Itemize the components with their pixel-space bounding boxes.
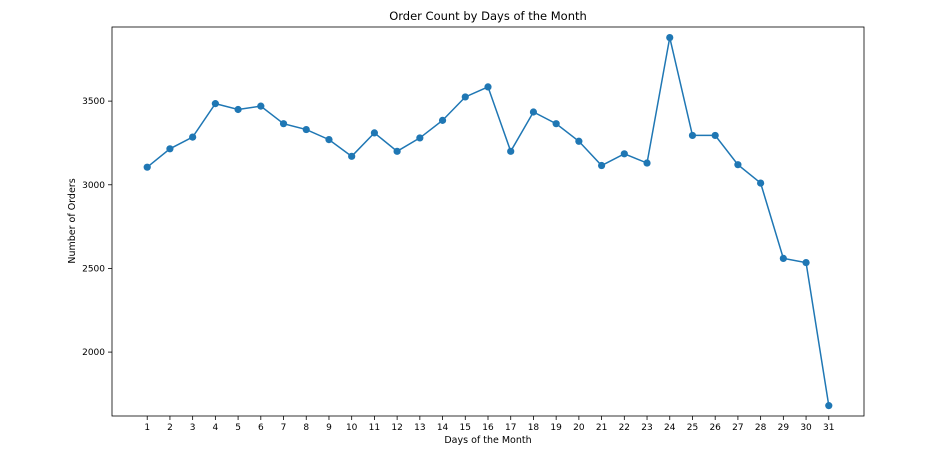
x-tick-label: 2 bbox=[167, 423, 173, 433]
x-tick-label: 4 bbox=[213, 423, 219, 433]
x-tick-label: 16 bbox=[482, 423, 494, 433]
data-point bbox=[416, 134, 424, 142]
x-tick-label: 5 bbox=[235, 423, 241, 433]
data-point bbox=[234, 105, 242, 114]
y-axis: 2000 2500 3000 3500 bbox=[82, 97, 112, 358]
data-point bbox=[257, 102, 265, 110]
data-point bbox=[302, 125, 310, 134]
data-point bbox=[143, 163, 151, 171]
data-point bbox=[802, 258, 810, 267]
x-tick-label: 26 bbox=[709, 423, 721, 433]
series-line bbox=[146, 37, 830, 406]
data-point bbox=[734, 161, 742, 169]
x-tick-label: 20 bbox=[573, 423, 585, 433]
x-tick-label: 10 bbox=[346, 423, 358, 433]
x-axis-label: Days of the Month bbox=[444, 435, 531, 446]
data-point bbox=[779, 254, 787, 262]
x-tick-label: 31 bbox=[823, 423, 834, 433]
data-point bbox=[507, 147, 515, 155]
data-point bbox=[597, 161, 606, 170]
y-tick-label: 3000 bbox=[82, 181, 105, 191]
x-tick-label: 6 bbox=[258, 423, 264, 433]
x-tick-label: 17 bbox=[505, 423, 516, 433]
data-point bbox=[438, 116, 447, 124]
data-point bbox=[279, 120, 288, 128]
data-point bbox=[461, 93, 469, 101]
x-tick-label: 13 bbox=[414, 423, 425, 433]
data-point bbox=[666, 33, 674, 42]
x-tick-label: 24 bbox=[664, 423, 676, 433]
data-point bbox=[166, 145, 174, 153]
data-point bbox=[825, 402, 833, 410]
data-point bbox=[325, 136, 333, 144]
x-tick-label: 11 bbox=[369, 423, 380, 433]
x-tick-label: 25 bbox=[687, 423, 698, 433]
x-tick-label: 9 bbox=[326, 423, 332, 433]
x-tick-label: 22 bbox=[619, 423, 630, 433]
x-tick-label: 7 bbox=[281, 423, 287, 433]
x-tick-label: 15 bbox=[460, 423, 471, 433]
x-tick-label: 14 bbox=[437, 423, 449, 433]
x-tick-label: 19 bbox=[550, 423, 562, 433]
data-point bbox=[348, 152, 356, 160]
y-tick-label: 2000 bbox=[82, 348, 105, 358]
data-point bbox=[529, 108, 538, 116]
x-tick-label: 18 bbox=[528, 423, 540, 433]
data-point bbox=[370, 129, 379, 137]
x-tick-label: 1 bbox=[144, 423, 150, 433]
y-tick-label: 2500 bbox=[82, 264, 105, 274]
data-point bbox=[552, 120, 560, 128]
x-tick-label: 28 bbox=[755, 423, 767, 433]
x-tick-label: 8 bbox=[303, 423, 309, 433]
x-tick-label: 30 bbox=[800, 423, 812, 433]
data-point bbox=[189, 133, 197, 141]
data-point bbox=[711, 131, 719, 140]
x-tick-label: 3 bbox=[190, 423, 196, 433]
data-point bbox=[643, 159, 651, 167]
x-tick-label: 29 bbox=[778, 423, 790, 433]
data-point bbox=[575, 137, 583, 145]
y-tick-label: 3500 bbox=[82, 97, 105, 107]
x-tick-label: 23 bbox=[641, 423, 652, 433]
x-tick-label: 27 bbox=[732, 423, 743, 433]
data-point bbox=[620, 150, 628, 158]
series-layer bbox=[143, 33, 833, 410]
y-axis-label: Number of Orders bbox=[67, 178, 78, 263]
data-point bbox=[484, 83, 492, 91]
x-tick-label: 21 bbox=[596, 423, 607, 433]
x-tick-label: 12 bbox=[391, 423, 402, 433]
data-point bbox=[757, 179, 765, 187]
chart-title: Order Count by Days of the Month bbox=[389, 9, 587, 23]
data-point bbox=[688, 131, 697, 140]
data-point bbox=[211, 100, 219, 108]
x-axis: 1 2 3 4 5 6 7 8 9 10 11 12 13 14 15 16 17 18 19 20 21 22 23 24 2… bbox=[144, 416, 835, 433]
data-point bbox=[393, 147, 401, 155]
